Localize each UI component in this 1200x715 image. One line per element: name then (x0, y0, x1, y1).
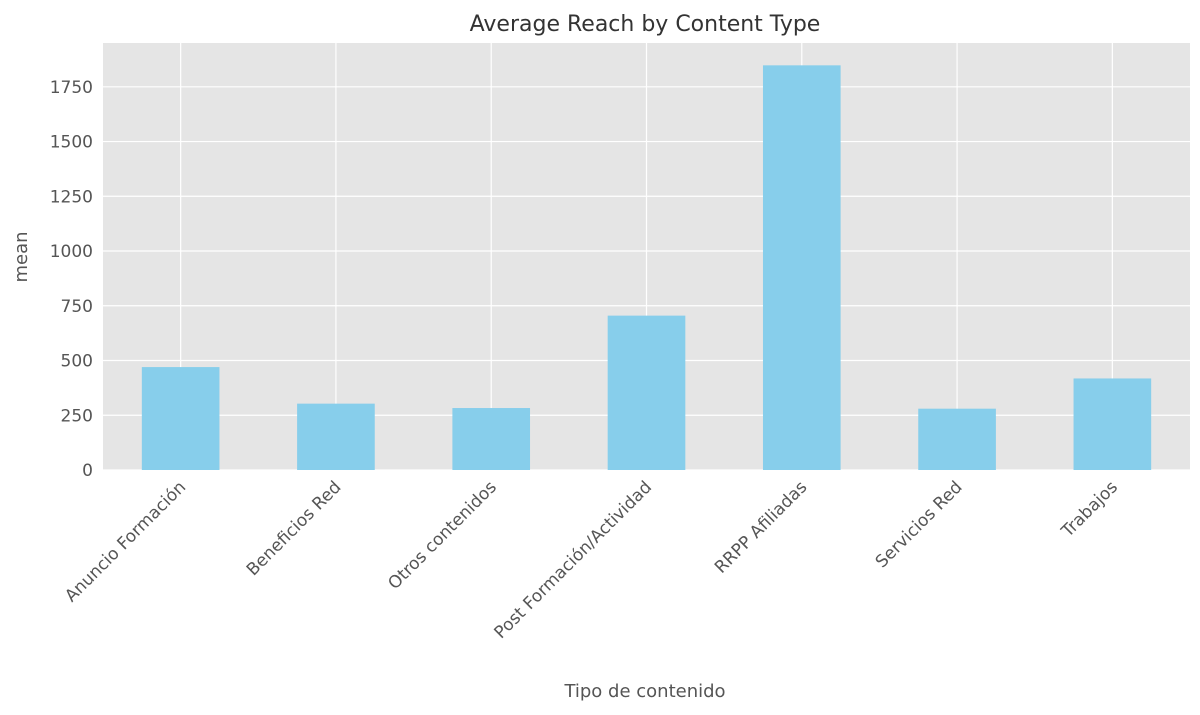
x-axis-label: Tipo de contenido (563, 681, 725, 702)
x-tick-label: Servicios Red (872, 477, 967, 572)
x-tick-label: Otros contenidos (384, 477, 500, 593)
bar-anuncio-formación (141, 367, 220, 470)
x-tick-label: Post Formación/Actividad (491, 477, 656, 642)
chart-title: Average Reach by Content Type (470, 12, 821, 37)
y-tick-label: 750 (61, 297, 93, 317)
y-axis-ticks: 0 250 500 750 1000 1250 1500 1750 (50, 78, 93, 481)
y-tick-label: 250 (61, 406, 93, 426)
x-tick-label: Anuncio Formación (61, 477, 190, 606)
bar-rrpp-afiliadas (762, 65, 841, 470)
y-tick-label: 1000 (50, 242, 93, 262)
x-axis-ticks: Anuncio Formación Beneficios Red Otros con… (61, 477, 1122, 643)
y-tick-label: 1750 (50, 78, 93, 98)
bar-post-formación-actividad (607, 315, 686, 470)
y-tick-label: 1500 (50, 133, 93, 153)
bar-beneficios-red (297, 403, 375, 470)
x-tick-label: RRPP Afiliadas (711, 477, 811, 577)
y-tick-label: 0 (82, 461, 93, 481)
bar-servicios-red (918, 408, 996, 470)
x-tick-label: Beneficios Red (243, 477, 346, 580)
y-tick-label: 1250 (50, 187, 93, 207)
bar-trabajos (1073, 378, 1152, 470)
x-tick-label: Trabajos (1057, 477, 1122, 542)
bar-otros-contenidos (452, 408, 531, 470)
y-tick-label: 500 (61, 352, 93, 372)
bars (141, 65, 1152, 470)
y-axis-label: mean (11, 231, 32, 282)
